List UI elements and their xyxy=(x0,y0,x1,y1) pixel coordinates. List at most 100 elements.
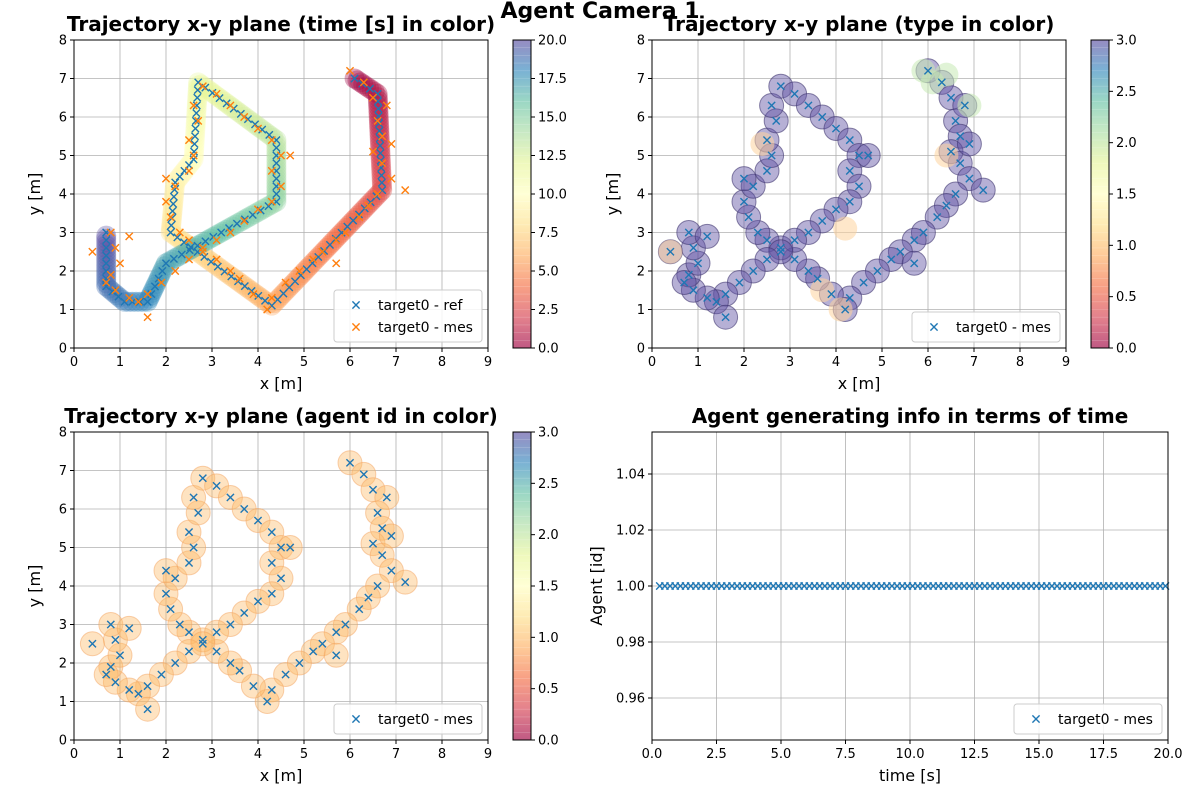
type-circle-alt xyxy=(934,143,959,168)
x-tick-label: 2 xyxy=(162,355,170,370)
ref-point xyxy=(213,262,222,271)
y-tick-label: 0 xyxy=(59,342,67,357)
mes-point xyxy=(171,574,180,583)
mes-point xyxy=(295,658,304,668)
y-tick-label: 8 xyxy=(59,34,67,49)
trail-dot xyxy=(96,251,117,272)
y-tick-label: 4 xyxy=(59,188,67,203)
trail-dot xyxy=(370,141,391,162)
ref-point xyxy=(168,206,177,216)
mes-point xyxy=(373,581,382,591)
x-tick-label: 1 xyxy=(694,355,702,370)
colorbar: 0.0 0.5 1.0 1.5 2.0 2.5 3.0 xyxy=(1090,34,1137,357)
trail-dot xyxy=(186,101,207,122)
mes-point xyxy=(253,516,263,525)
ref-point xyxy=(161,259,171,268)
ref-point xyxy=(143,297,152,306)
legend-entry: target0 - ref xyxy=(378,298,463,314)
mes-point xyxy=(212,647,221,656)
chart-title: Trajectory x-y plane (type in color) xyxy=(664,12,1055,36)
trail-dot xyxy=(96,257,117,278)
x-tick-label: 1 xyxy=(116,355,124,370)
x-tick-label: 9 xyxy=(484,747,492,762)
mes-point xyxy=(249,290,258,299)
mes-point xyxy=(198,639,207,648)
mes-point xyxy=(767,101,776,110)
ref-point xyxy=(201,237,210,246)
mes-point xyxy=(171,182,180,191)
mes-point xyxy=(115,651,125,660)
legend-entry: target0 - mes xyxy=(1058,712,1153,728)
ref-point xyxy=(167,221,176,230)
colorbar-tick-label: 2.5 xyxy=(1116,85,1137,100)
mes-point xyxy=(956,132,965,141)
ref-point xyxy=(373,97,383,106)
colorbar-tick-label: 1.5 xyxy=(538,580,559,595)
trail-dot xyxy=(369,115,390,136)
y-tick-label: 3 xyxy=(637,226,645,241)
ref-point xyxy=(185,246,194,255)
mes-point xyxy=(295,266,304,276)
mes-point xyxy=(387,139,396,149)
mes-point xyxy=(267,685,276,695)
mes-point xyxy=(171,266,180,276)
y-tick-label: 0.98 xyxy=(616,636,645,651)
ref-point xyxy=(272,189,281,199)
chart-title: Trajectory x-y plane (time [s] in color) xyxy=(67,12,495,36)
mes-point xyxy=(240,608,249,618)
x-tick-label: 4 xyxy=(254,355,262,370)
trail-dot xyxy=(370,148,391,169)
ref-point xyxy=(114,292,123,301)
trail-dot xyxy=(161,213,182,234)
mes-point xyxy=(189,101,198,110)
colorbar: 0.0 2.5 5.0 7.5 10.0 12.5 15.0 17.5 20.0 xyxy=(512,34,567,357)
ref-point xyxy=(200,252,209,261)
mes-point xyxy=(161,566,171,575)
type-circle-alt xyxy=(750,131,775,156)
trail-dot xyxy=(231,211,252,232)
mes-point xyxy=(253,597,263,606)
legend-marker xyxy=(1031,714,1041,724)
x-tick-label: 2 xyxy=(740,355,748,370)
axes-frame xyxy=(73,431,489,741)
y-tick-label: 1.00 xyxy=(616,580,645,595)
mes-point xyxy=(739,197,749,206)
x-tick-label: 8 xyxy=(1016,355,1024,370)
colorbar-tick-label: 2.0 xyxy=(538,528,559,543)
trail-dot xyxy=(369,132,390,153)
trail-dot xyxy=(162,197,183,218)
trail-dot xyxy=(266,133,287,154)
mes-point xyxy=(184,528,194,537)
mes-point xyxy=(827,290,836,299)
ref-point xyxy=(102,243,111,252)
mes-point xyxy=(212,255,221,264)
mes-point xyxy=(896,247,905,256)
ref-point xyxy=(217,228,226,237)
colorbar-tick-label: 0.5 xyxy=(1116,290,1137,305)
mes-point xyxy=(267,293,276,303)
mes-point xyxy=(401,186,410,195)
mes-point xyxy=(382,101,391,110)
y-tick-label: 0 xyxy=(59,734,67,749)
mes-point xyxy=(382,493,391,502)
x-tick-label: 8 xyxy=(438,747,446,762)
mes-point xyxy=(956,159,965,168)
colorbar: 0.0 0.5 1.0 1.5 2.0 2.5 3.0 xyxy=(512,426,559,749)
mes-series xyxy=(655,581,1170,591)
mes-point xyxy=(143,290,152,299)
mes-point xyxy=(235,666,244,675)
mes-point xyxy=(115,259,125,268)
figure-suptitle: Agent Camera 1 xyxy=(500,0,699,24)
mes-series xyxy=(666,66,988,322)
mes-point xyxy=(845,197,854,206)
mes-point xyxy=(332,628,341,637)
mes-point xyxy=(267,136,276,145)
mes-point xyxy=(106,662,115,671)
trail-dot xyxy=(163,188,184,209)
mes-point xyxy=(387,566,396,575)
mes-point xyxy=(735,278,744,287)
trail-dot xyxy=(161,209,182,230)
mes-point xyxy=(762,166,772,175)
mes-point xyxy=(680,278,689,287)
x-tick-label: 20.0 xyxy=(1154,747,1183,762)
